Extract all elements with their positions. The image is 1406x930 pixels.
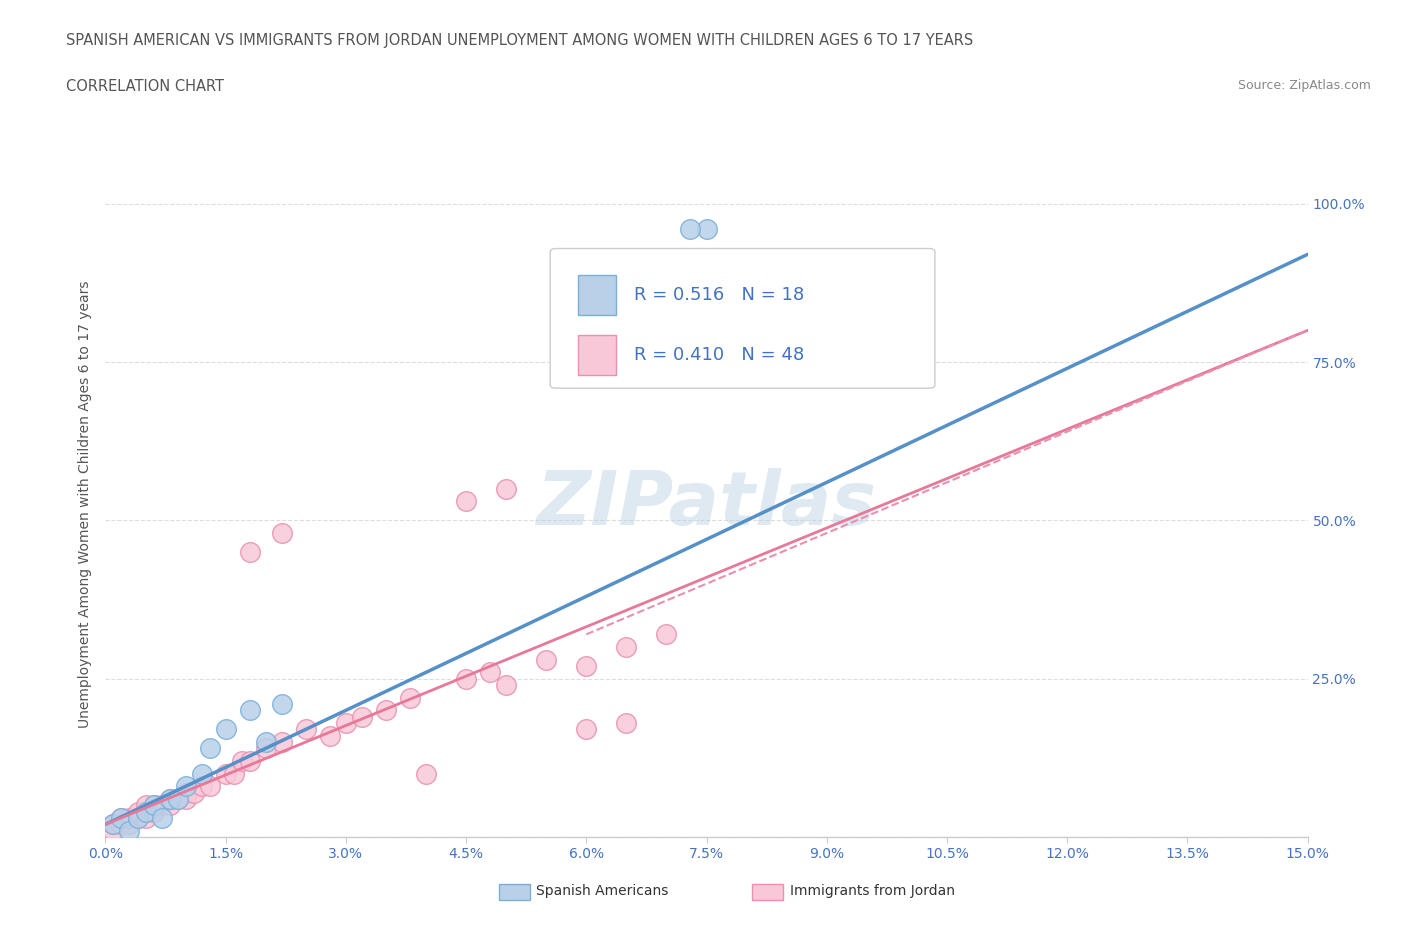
Point bbox=[239, 703, 262, 718]
Point bbox=[214, 766, 236, 781]
Text: SPANISH AMERICAN VS IMMIGRANTS FROM JORDAN UNEMPLOYMENT AMONG WOMEN WITH CHILDRE: SPANISH AMERICAN VS IMMIGRANTS FROM JORD… bbox=[66, 33, 973, 47]
Point bbox=[142, 798, 165, 813]
Point bbox=[127, 804, 149, 819]
Point bbox=[479, 665, 502, 680]
Point bbox=[166, 791, 188, 806]
Text: Source: ZipAtlas.com: Source: ZipAtlas.com bbox=[1237, 79, 1371, 92]
Point bbox=[127, 811, 149, 826]
Point bbox=[575, 658, 598, 673]
Point bbox=[239, 753, 262, 768]
FancyBboxPatch shape bbox=[578, 335, 616, 375]
Point bbox=[270, 697, 292, 711]
Point bbox=[616, 715, 638, 730]
Point bbox=[118, 811, 141, 826]
Point bbox=[534, 652, 557, 667]
Point bbox=[270, 525, 292, 540]
Point bbox=[495, 481, 517, 496]
Point bbox=[166, 791, 188, 806]
Point bbox=[198, 741, 221, 756]
Point bbox=[142, 804, 165, 819]
Point bbox=[335, 715, 357, 730]
Point bbox=[174, 791, 197, 806]
Point bbox=[454, 494, 477, 509]
Point bbox=[374, 703, 398, 718]
Point bbox=[198, 779, 221, 794]
Point bbox=[135, 798, 157, 813]
Point bbox=[110, 817, 132, 831]
Point bbox=[174, 785, 197, 800]
Point bbox=[183, 785, 205, 800]
Point bbox=[295, 722, 318, 737]
Point bbox=[270, 735, 292, 750]
FancyBboxPatch shape bbox=[550, 248, 935, 388]
Point bbox=[127, 811, 149, 826]
Point bbox=[575, 722, 598, 737]
Point bbox=[103, 823, 125, 838]
Text: Immigrants from Jordan: Immigrants from Jordan bbox=[790, 884, 955, 898]
Point bbox=[103, 817, 125, 831]
Point bbox=[254, 735, 277, 750]
Text: R = 0.410   N = 48: R = 0.410 N = 48 bbox=[634, 346, 804, 364]
Text: R = 0.516   N = 18: R = 0.516 N = 18 bbox=[634, 286, 804, 304]
Point bbox=[135, 811, 157, 826]
Point bbox=[142, 798, 165, 813]
Point bbox=[222, 766, 245, 781]
Point bbox=[110, 811, 132, 826]
Point bbox=[214, 722, 236, 737]
Point bbox=[415, 766, 437, 781]
Point bbox=[159, 791, 181, 806]
Point bbox=[159, 798, 181, 813]
Point bbox=[696, 221, 718, 236]
Point bbox=[150, 798, 173, 813]
Y-axis label: Unemployment Among Women with Children Ages 6 to 17 years: Unemployment Among Women with Children A… bbox=[79, 281, 93, 728]
Point bbox=[495, 678, 517, 693]
Point bbox=[118, 823, 141, 838]
Point bbox=[110, 811, 132, 826]
Point bbox=[655, 627, 678, 642]
Point bbox=[190, 779, 212, 794]
Point bbox=[150, 811, 173, 826]
Point bbox=[399, 690, 422, 705]
Text: CORRELATION CHART: CORRELATION CHART bbox=[66, 79, 224, 94]
Point bbox=[159, 791, 181, 806]
Point bbox=[103, 817, 125, 831]
Point bbox=[174, 779, 197, 794]
Point bbox=[231, 753, 253, 768]
Point bbox=[254, 741, 277, 756]
Point bbox=[118, 817, 141, 831]
FancyBboxPatch shape bbox=[578, 275, 616, 315]
Point bbox=[190, 766, 212, 781]
Point bbox=[319, 728, 342, 743]
Point bbox=[135, 804, 157, 819]
Point bbox=[350, 710, 373, 724]
Point bbox=[679, 221, 702, 236]
Point bbox=[135, 804, 157, 819]
Point bbox=[454, 671, 477, 686]
Text: Spanish Americans: Spanish Americans bbox=[536, 884, 668, 898]
Point bbox=[239, 545, 262, 560]
Text: ZIPatlas: ZIPatlas bbox=[537, 468, 876, 541]
Point bbox=[616, 640, 638, 655]
